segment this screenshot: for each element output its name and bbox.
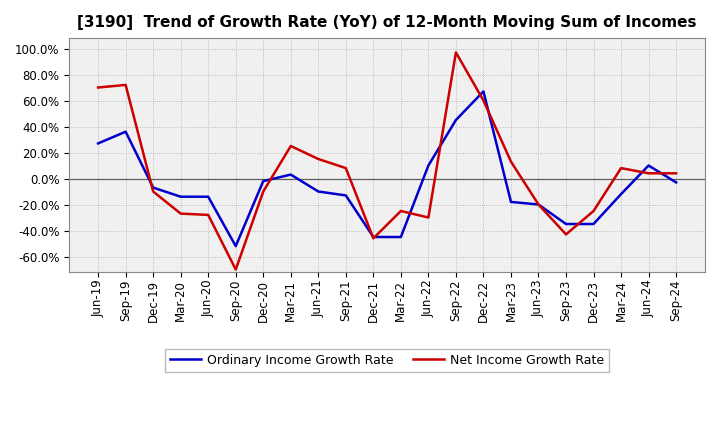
Line: Ordinary Income Growth Rate: Ordinary Income Growth Rate [98, 92, 676, 246]
Net Income Growth Rate [617, 165, 626, 171]
Net Income Growth Rate [562, 232, 570, 237]
Net Income Growth Rate [149, 189, 158, 194]
Ordinary Income Growth Rate [149, 185, 158, 190]
Ordinary Income Growth Rate [424, 163, 433, 168]
Ordinary Income Growth Rate [507, 199, 516, 205]
Ordinary Income Growth Rate [176, 194, 185, 199]
Ordinary Income Growth Rate [94, 141, 102, 146]
Net Income Growth Rate [204, 212, 212, 217]
Net Income Growth Rate [231, 267, 240, 272]
Net Income Growth Rate [589, 209, 598, 214]
Net Income Growth Rate [259, 189, 268, 194]
Ordinary Income Growth Rate [451, 117, 460, 123]
Net Income Growth Rate [94, 85, 102, 90]
Ordinary Income Growth Rate [314, 189, 323, 194]
Title: [3190]  Trend of Growth Rate (YoY) of 12-Month Moving Sum of Incomes: [3190] Trend of Growth Rate (YoY) of 12-… [77, 15, 697, 30]
Net Income Growth Rate [507, 159, 516, 164]
Ordinary Income Growth Rate [341, 193, 350, 198]
Net Income Growth Rate [424, 215, 433, 220]
Net Income Growth Rate [287, 143, 295, 149]
Ordinary Income Growth Rate [397, 235, 405, 240]
Ordinary Income Growth Rate [204, 194, 212, 199]
Ordinary Income Growth Rate [589, 221, 598, 227]
Ordinary Income Growth Rate [534, 202, 543, 207]
Net Income Growth Rate [644, 171, 653, 176]
Net Income Growth Rate [122, 82, 130, 88]
Ordinary Income Growth Rate [122, 129, 130, 134]
Legend: Ordinary Income Growth Rate, Net Income Growth Rate: Ordinary Income Growth Rate, Net Income … [165, 348, 609, 371]
Ordinary Income Growth Rate [231, 243, 240, 249]
Net Income Growth Rate [479, 98, 487, 103]
Ordinary Income Growth Rate [259, 179, 268, 184]
Ordinary Income Growth Rate [369, 235, 378, 240]
Net Income Growth Rate [534, 202, 543, 207]
Ordinary Income Growth Rate [644, 163, 653, 168]
Ordinary Income Growth Rate [287, 172, 295, 177]
Ordinary Income Growth Rate [479, 89, 487, 94]
Ordinary Income Growth Rate [672, 180, 680, 185]
Ordinary Income Growth Rate [617, 191, 626, 197]
Net Income Growth Rate [314, 156, 323, 161]
Net Income Growth Rate [176, 211, 185, 216]
Net Income Growth Rate [341, 165, 350, 171]
Net Income Growth Rate [397, 209, 405, 214]
Ordinary Income Growth Rate [562, 221, 570, 227]
Net Income Growth Rate [369, 236, 378, 241]
Line: Net Income Growth Rate: Net Income Growth Rate [98, 52, 676, 270]
Net Income Growth Rate [672, 171, 680, 176]
Net Income Growth Rate [451, 50, 460, 55]
